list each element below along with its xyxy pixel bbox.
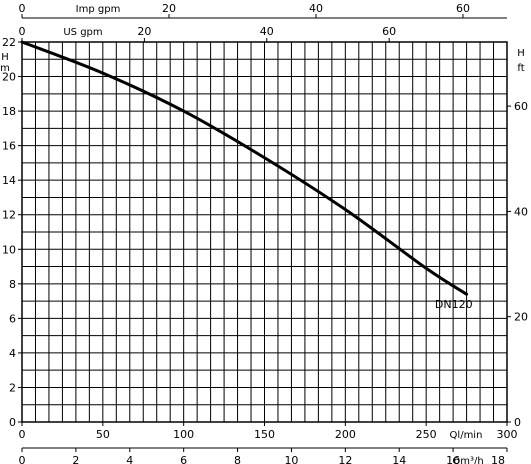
bottom-tick-label-lmin: 50	[96, 428, 110, 441]
series-label-dn120: DN120	[435, 298, 473, 311]
top-tick-label-usgpm: 0	[19, 25, 26, 38]
top-tick-label-impgpm: 60	[456, 2, 470, 15]
left-tick-label: 2	[9, 381, 16, 394]
bottom-tick-label-m3h: 10	[284, 454, 298, 464]
bottom-axis-label-m3h: Qm³/h	[452, 456, 483, 464]
top-tick-label-usgpm: 20	[137, 25, 151, 38]
bottom-tick-label-lmin: 150	[254, 428, 275, 441]
left-tick-label: 0	[9, 416, 16, 429]
bottom-tick-label-lmin: 0	[19, 428, 26, 441]
top-tick-label-impgpm: 20	[162, 2, 176, 15]
left-tick-label: 10	[2, 243, 16, 256]
right-tick-label: 20	[514, 311, 528, 324]
right-axis-label-symbol: H	[517, 48, 525, 59]
right-tick-label: 40	[514, 205, 528, 218]
top-axis-label-impgpm: Imp gpm	[76, 4, 121, 15]
bottom-tick-label-m3h: 4	[126, 454, 133, 464]
bottom-tick-label-m3h: 6	[180, 454, 187, 464]
right-tick-label: 60	[514, 100, 528, 113]
bottom-tick-label-lmin: 100	[173, 428, 194, 441]
left-axis-label-symbol: H	[1, 52, 9, 63]
left-tick-label: 22	[2, 36, 16, 49]
bottom-tick-label-lmin: 200	[335, 428, 356, 441]
right-axis-label-unit: ft	[517, 63, 524, 74]
bottom-tick-label-lmin: 250	[416, 428, 437, 441]
bottom-tick-label-m3h: 2	[72, 454, 79, 464]
left-tick-label: 12	[2, 209, 16, 222]
top-tick-label-impgpm: 40	[309, 2, 323, 15]
bottom-tick-label-m3h: 12	[338, 454, 352, 464]
top-axis-label-usgpm: US gpm	[63, 27, 102, 38]
bottom-tick-label-lmin: 300	[497, 428, 518, 441]
bottom-tick-label-m3h: 8	[234, 454, 241, 464]
left-tick-label: 16	[2, 140, 16, 153]
right-tick-label: 0	[514, 416, 521, 429]
top-tick-label-usgpm: 60	[382, 25, 396, 38]
left-tick-label: 20	[2, 71, 16, 84]
left-tick-label: 4	[9, 347, 16, 360]
left-tick-label: 14	[2, 174, 16, 187]
bottom-tick-label-m3h: 0	[19, 454, 26, 464]
top-tick-label-impgpm: 0	[19, 2, 26, 15]
left-tick-label: 18	[2, 105, 16, 118]
top-tick-label-usgpm: 40	[260, 25, 274, 38]
series-line-dn120	[20, 40, 469, 296]
bottom-tick-label-m3h: 14	[392, 454, 406, 464]
bottom-tick-label-m3h: 18	[491, 454, 505, 464]
left-tick-label: 6	[9, 312, 16, 325]
bottom-tick-label-m3h: 16	[446, 454, 460, 464]
bottom-axis-label-lmin: Ql/min	[450, 430, 483, 441]
left-tick-label: 8	[9, 278, 16, 291]
left-axis-label-unit: m	[0, 63, 10, 74]
grid-lines	[21, 41, 508, 423]
